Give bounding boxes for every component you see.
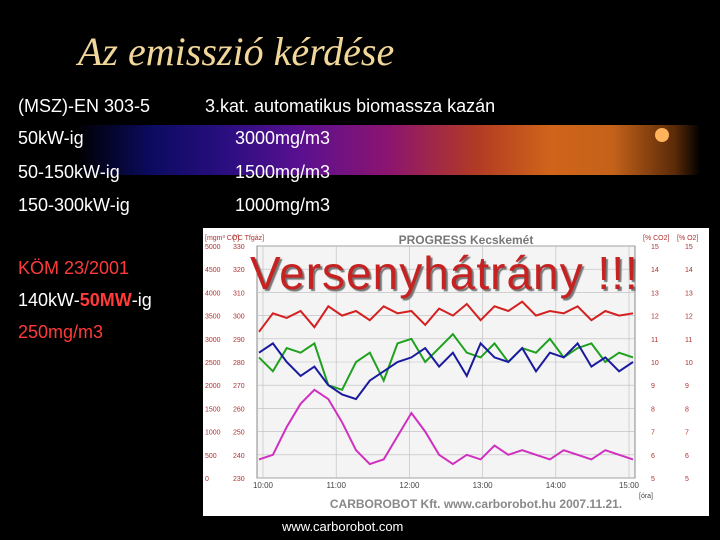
kom-range: 140kW-50MW-ig (18, 290, 152, 311)
limit-1500: 1500mg/m3 (235, 162, 331, 182)
right-tick-label: 11 (651, 337, 658, 344)
right-tick-label: 9 (651, 383, 655, 390)
right-tick-label: 10 (651, 360, 659, 367)
x-tick-label: 15:00 (619, 481, 640, 490)
right-tick-label: 8 (685, 406, 689, 413)
series-line-0 (258, 300, 634, 333)
left-tick-label: 2000 (205, 383, 221, 390)
left-tick-label: 4500 (205, 267, 221, 274)
kom-limit: 250mg/m3 (18, 322, 104, 342)
left-tick-label: 1000 (205, 430, 221, 437)
limit-1000: 1000mg/m3 (235, 195, 331, 215)
right-tick-label: 15 (651, 244, 659, 251)
versenyhatrany-text: Versenyhátrány !!! (250, 247, 639, 299)
emission-chart: PROGRESS Kecskemét [mgm³ CO] 5000 4500 4000 3… (203, 228, 709, 516)
right-tick-label: 13 (651, 290, 659, 297)
kom-range-suffix: -ig (131, 290, 152, 310)
left-tick-label: 230 (233, 476, 245, 483)
right-tick-label: 14 (651, 267, 659, 274)
left-tick-label: 500 (205, 453, 217, 460)
range-150-300: 150-300kW-ig (18, 195, 130, 215)
range-50-150: 50-150kW-ig (18, 162, 120, 182)
right-tick-label: 11 (685, 337, 692, 344)
right-tick-label: 7 (651, 430, 655, 437)
limit-3000: 3000mg/m3 (235, 128, 331, 148)
right-tick-label: 6 (685, 453, 689, 460)
series-line-2 (258, 341, 634, 401)
bullet-circle (655, 128, 669, 142)
chart-svg: PROGRESS Kecskemét[mgm³ CO]5000450040003… (205, 233, 698, 511)
right-tick-label: 7 (685, 430, 689, 437)
left-tick-label: 1500 (205, 406, 221, 413)
left-axis-label: [mgm³ CO] (205, 235, 239, 242)
x-tick-label: 12:00 (399, 481, 420, 490)
right-tick-label: 8 (651, 406, 655, 413)
right-tick-label: 6 (651, 453, 655, 460)
left-tick-label: 250 (233, 430, 245, 437)
x-tick-label: 14:00 (546, 481, 567, 490)
left-tick-label: 4000 (205, 290, 221, 297)
left-tick-label: 3500 (205, 314, 221, 321)
left-tick-label: 310 (233, 290, 245, 297)
right-tick-label: 13 (685, 290, 693, 297)
left-tick-label: 5000 (205, 244, 221, 251)
left-tick-label: 2500 (205, 360, 221, 367)
left-tick-label: 300 (233, 314, 245, 321)
x-tick-label: 11:00 (326, 481, 346, 490)
right-axis-label: [% CO2] (643, 235, 670, 242)
x-tick-label: 13:00 (473, 481, 494, 490)
left-tick-label: 240 (233, 453, 245, 460)
chart-footer: CARBOROBOT Kft. www.carborobot.hu 2007.1… (330, 497, 622, 511)
right-tick-label: 10 (685, 360, 693, 367)
kom-range-prefix: 140kW- (18, 290, 80, 310)
left-tick-label: 270 (233, 383, 245, 390)
x-tick-label: 10:00 (253, 481, 274, 490)
right-tick-label: 5 (685, 476, 689, 483)
right-tick-label: 12 (651, 314, 659, 321)
right-tick-label: 12 (685, 314, 693, 321)
standard-label: (MSZ)-EN 303-5 (18, 96, 151, 116)
left-tick-label: 280 (233, 360, 245, 367)
left-tick-label: 320 (233, 267, 245, 274)
right-tick-label: 15 (685, 244, 693, 251)
gradient-bar (76, 125, 700, 175)
left-tick-label: 0 (205, 476, 209, 483)
left-axis-label: [°C Tfgáz] (233, 234, 264, 242)
series-line-3 (258, 388, 634, 466)
left-tick-label: 290 (233, 337, 245, 344)
slide-title: Az emisszió kérdése (78, 29, 395, 74)
right-tick-label: 9 (685, 383, 689, 390)
right-tick-label: 5 (651, 476, 655, 483)
left-tick-label: 260 (233, 406, 245, 413)
range-50: 50kW-ig (18, 128, 84, 148)
chart-title: PROGRESS Kecskemét (399, 233, 534, 247)
x-unit-label: [óra] (639, 493, 653, 500)
category-label: 3.kat. automatikus biomassza kazán (205, 96, 496, 116)
footer-url: www.carborobot.com (282, 519, 404, 534)
left-tick-label: 3000 (205, 337, 221, 344)
series-line-1 (258, 332, 634, 392)
right-tick-label: 14 (685, 267, 693, 274)
kom-range-highlight: 50MW (79, 290, 132, 310)
left-tick-label: 330 (233, 244, 245, 251)
right-axis-label: [% O2] (677, 235, 698, 242)
kom-regulation: KÖM 23/2001 (18, 258, 130, 278)
